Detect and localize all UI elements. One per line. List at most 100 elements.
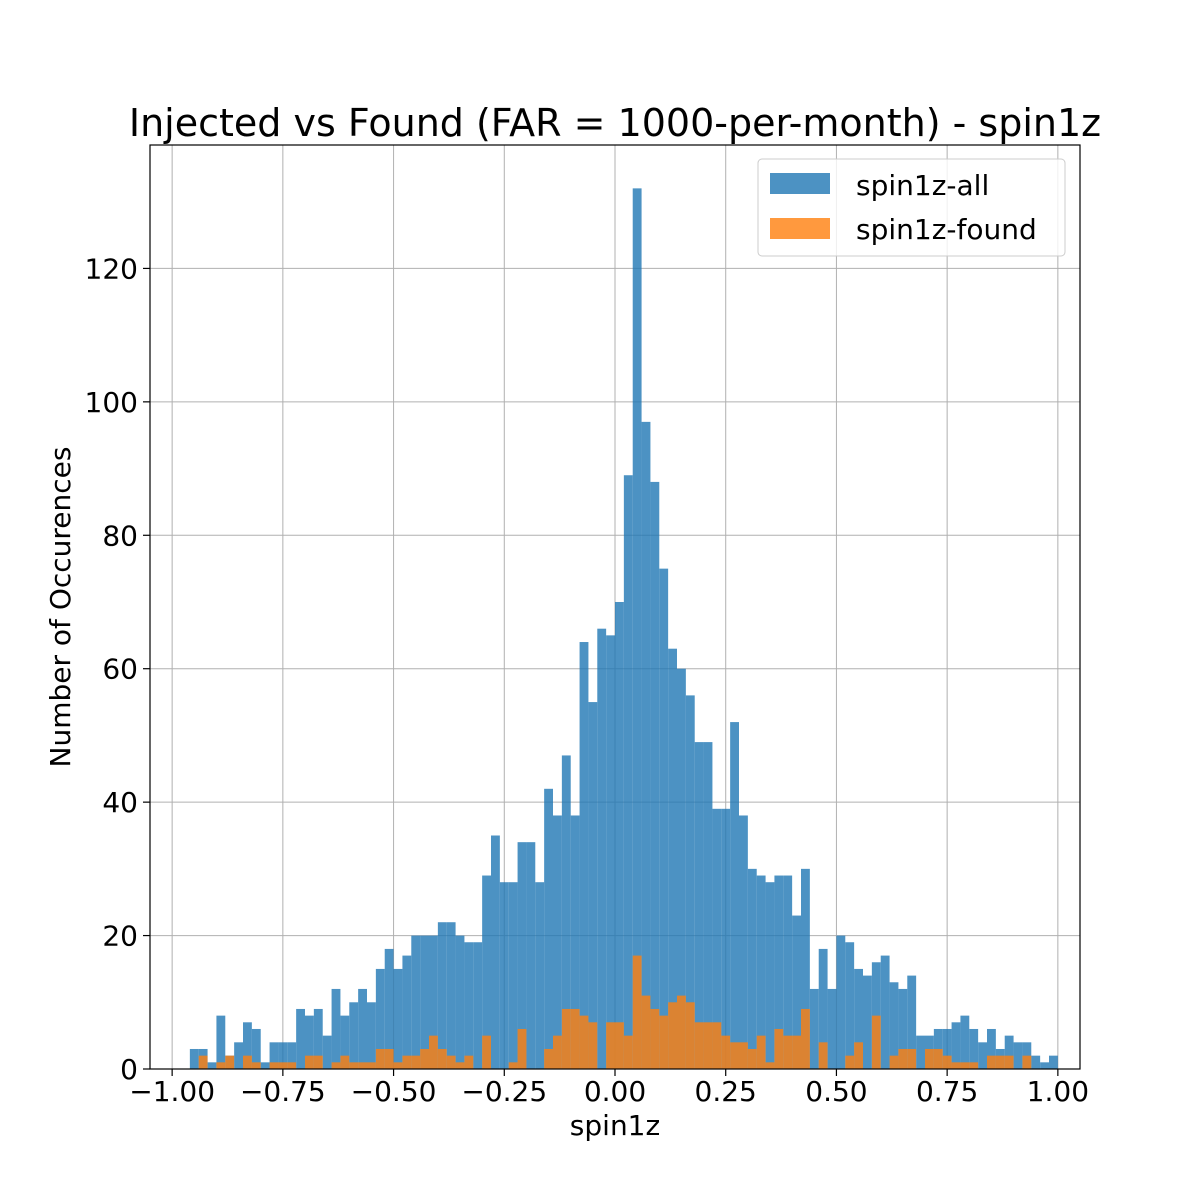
- bar-found: [783, 1035, 793, 1069]
- bar-all: [349, 1002, 359, 1069]
- bar-all: [987, 1028, 996, 1069]
- bar-found: [384, 1048, 394, 1069]
- bar-found: [871, 1015, 881, 1069]
- bar-all: [650, 481, 660, 1069]
- legend-label-found: spin1z-found: [856, 213, 1037, 246]
- bar-all: [836, 935, 846, 1069]
- bar-found: [818, 1042, 828, 1069]
- bar-all: [579, 642, 589, 1069]
- bar-found: [375, 1048, 385, 1069]
- bar-found: [774, 1028, 784, 1069]
- bar-all: [889, 982, 899, 1069]
- bar-all: [960, 1015, 970, 1069]
- bar-all: [296, 1008, 305, 1069]
- bar-found: [561, 1008, 571, 1069]
- x-tick-label: 0.00: [584, 1075, 646, 1108]
- bar-found: [765, 1062, 775, 1069]
- bar-all: [615, 601, 624, 1069]
- bar-found: [677, 995, 686, 1069]
- bar-all: [730, 722, 739, 1069]
- bar-all: [207, 1062, 217, 1069]
- bars-all-series: [189, 188, 1058, 1069]
- bar-all: [907, 975, 917, 1069]
- bar-all: [499, 882, 509, 1069]
- x-tick-label: −0.75: [240, 1075, 326, 1108]
- bar-all: [269, 1042, 279, 1069]
- bar-found: [606, 1022, 615, 1069]
- legend-swatch-all: [770, 173, 830, 194]
- bar-all: [411, 935, 421, 1069]
- bar-all: [570, 815, 580, 1069]
- bar-found: [482, 1035, 491, 1069]
- bar-found: [889, 1055, 899, 1069]
- bar-found: [216, 1062, 226, 1069]
- y-tick-label: 120: [85, 252, 138, 285]
- bar-all: [801, 868, 810, 1069]
- bar-all: [951, 1022, 961, 1069]
- chart-title: Injected vs Found (FAR = 1000-per-month)…: [129, 101, 1101, 145]
- legend-box: [757, 158, 1066, 257]
- bar-found: [251, 1062, 261, 1069]
- bar-found: [544, 1048, 553, 1069]
- bar-all: [969, 1028, 979, 1069]
- bar-found: [925, 1048, 934, 1069]
- y-tick-label: 0: [120, 1053, 138, 1086]
- bar-found: [730, 1042, 739, 1069]
- bar-found: [907, 1048, 917, 1069]
- bar-all: [747, 868, 757, 1069]
- bar-all: [340, 1015, 350, 1069]
- bar-found: [243, 1055, 252, 1069]
- bar-found: [1004, 1055, 1014, 1069]
- bar-all: [305, 1015, 314, 1069]
- bar-found: [411, 1055, 421, 1069]
- bar-found: [623, 1035, 633, 1069]
- bar-all: [880, 955, 890, 1069]
- bar-found: [437, 1048, 447, 1069]
- bar-all: [234, 1042, 243, 1069]
- bar-all: [535, 882, 545, 1069]
- bar-found: [942, 1055, 952, 1069]
- bar-all: [597, 628, 607, 1069]
- y-tick-label: 20: [102, 920, 138, 953]
- bar-found: [340, 1055, 350, 1069]
- x-tick-label: 0.75: [916, 1075, 978, 1108]
- bar-found: [987, 1055, 996, 1069]
- bar-all: [623, 475, 633, 1069]
- bar-found: [287, 1062, 297, 1069]
- bar-all: [588, 702, 598, 1069]
- bar-found: [960, 1062, 970, 1069]
- bar-all: [659, 568, 669, 1069]
- bar-found: [650, 1008, 660, 1069]
- bar-all: [694, 742, 704, 1069]
- y-tick-label: 60: [102, 653, 138, 686]
- bar-found: [685, 1002, 695, 1069]
- bar-all: [854, 968, 863, 1069]
- bar-found: [446, 1055, 456, 1069]
- bar-found: [358, 1062, 367, 1069]
- x-tick-label: −1.00: [129, 1075, 215, 1108]
- x-tick-label: 0.50: [805, 1075, 867, 1108]
- bar-all: [898, 988, 908, 1069]
- legend-label-all: spin1z-all: [856, 169, 989, 202]
- bar-all: [464, 942, 474, 1069]
- bar-all: [358, 988, 367, 1069]
- bar-found: [694, 1022, 704, 1069]
- bar-found: [933, 1048, 943, 1069]
- bar-all: [429, 935, 438, 1069]
- bars-found-series: [198, 955, 1032, 1069]
- bar-all: [845, 942, 855, 1069]
- bar-all: [287, 1042, 297, 1069]
- bar-all: [942, 1028, 952, 1069]
- bar-found: [792, 1035, 801, 1069]
- bar-found: [429, 1035, 438, 1069]
- bar-all: [809, 988, 819, 1069]
- bar-found: [951, 1062, 961, 1069]
- x-tick-label: 0.25: [695, 1075, 757, 1108]
- bar-all: [1004, 1035, 1014, 1069]
- bar-found: [269, 1062, 279, 1069]
- bar-found: [703, 1022, 713, 1069]
- bar-all: [685, 695, 695, 1069]
- bar-found: [632, 955, 642, 1069]
- y-tick-label: 100: [85, 386, 138, 419]
